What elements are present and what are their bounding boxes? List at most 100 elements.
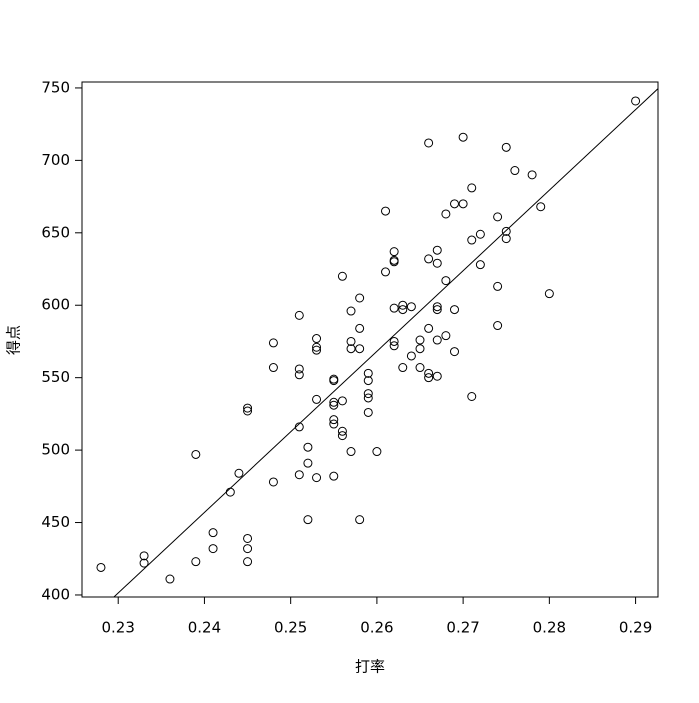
- point: [346, 344, 356, 354]
- point: [372, 447, 382, 457]
- point: [294, 470, 304, 480]
- point: [389, 257, 399, 267]
- point: [355, 515, 365, 525]
- point: [389, 341, 399, 351]
- point: [243, 533, 253, 543]
- point: [424, 323, 434, 333]
- point: [243, 557, 253, 567]
- point: [398, 300, 408, 310]
- point: [493, 321, 503, 331]
- point: [191, 557, 201, 567]
- point: [432, 371, 442, 381]
- point: [398, 305, 408, 315]
- point: [475, 260, 485, 270]
- y-tick-label: 500: [41, 441, 70, 459]
- point: [96, 562, 106, 572]
- point: [363, 368, 373, 378]
- point: [234, 468, 244, 478]
- point: [243, 544, 253, 554]
- point: [346, 447, 356, 457]
- point: [424, 373, 434, 383]
- point: [544, 289, 554, 299]
- x-tick-label: 0.29: [619, 619, 652, 637]
- y-axis-label: 得点: [5, 325, 23, 355]
- point: [501, 234, 511, 244]
- point: [389, 303, 399, 313]
- point: [389, 247, 399, 257]
- point: [527, 170, 537, 180]
- point: [398, 363, 408, 373]
- point: [441, 209, 451, 219]
- point: [337, 431, 347, 441]
- point: [329, 400, 339, 410]
- point: [329, 471, 339, 481]
- point: [458, 199, 468, 209]
- point: [191, 449, 201, 459]
- point: [268, 477, 278, 487]
- y-tick-label: 600: [41, 296, 70, 314]
- point: [424, 368, 434, 378]
- point: [432, 305, 442, 315]
- point: [268, 363, 278, 373]
- point: [312, 342, 322, 352]
- point: [208, 528, 218, 538]
- point: [415, 344, 425, 354]
- point: [329, 419, 339, 429]
- point: [424, 254, 434, 264]
- point: [312, 473, 322, 483]
- point: [243, 403, 253, 413]
- y-tick-label: 400: [41, 585, 70, 603]
- point: [303, 515, 313, 525]
- point: [294, 310, 304, 320]
- point: [208, 544, 218, 554]
- point: [337, 271, 347, 281]
- point: [363, 407, 373, 417]
- point: [458, 132, 468, 142]
- x-tick-label: 0.26: [360, 619, 393, 637]
- point: [450, 305, 460, 315]
- point: [432, 258, 442, 268]
- point: [346, 336, 356, 346]
- point: [363, 376, 373, 386]
- point: [165, 574, 175, 584]
- point: [329, 415, 339, 425]
- point: [139, 551, 149, 561]
- point: [294, 370, 304, 380]
- point: [243, 406, 253, 416]
- x-tick-label: 0.23: [102, 619, 135, 637]
- point: [268, 338, 278, 348]
- point: [475, 229, 485, 239]
- point: [501, 142, 511, 152]
- point: [346, 306, 356, 316]
- point: [432, 245, 442, 255]
- point: [312, 345, 322, 355]
- x-tick-label: 0.24: [188, 619, 221, 637]
- point: [432, 335, 442, 345]
- point: [493, 212, 503, 222]
- point: [363, 393, 373, 403]
- point: [303, 458, 313, 468]
- point: [139, 558, 149, 568]
- y-tick-label: 700: [41, 151, 70, 169]
- point: [631, 96, 641, 106]
- point: [329, 397, 339, 407]
- point: [225, 487, 235, 497]
- y-tick-label: 650: [41, 223, 70, 241]
- x-tick-label: 0.27: [446, 619, 479, 637]
- point: [415, 363, 425, 373]
- point: [493, 281, 503, 291]
- point: [467, 235, 477, 245]
- point: [389, 336, 399, 346]
- point: [450, 347, 460, 357]
- x-axis-label: 打率: [355, 658, 385, 676]
- x-tick-label: 0.25: [274, 619, 307, 637]
- point: [536, 202, 546, 212]
- point: [406, 302, 416, 312]
- point: [355, 344, 365, 354]
- y-tick-label: 450: [41, 513, 70, 531]
- point: [355, 323, 365, 333]
- point: [337, 396, 347, 406]
- y-tick-label: 750: [41, 78, 70, 96]
- point: [510, 166, 520, 176]
- point: [415, 335, 425, 345]
